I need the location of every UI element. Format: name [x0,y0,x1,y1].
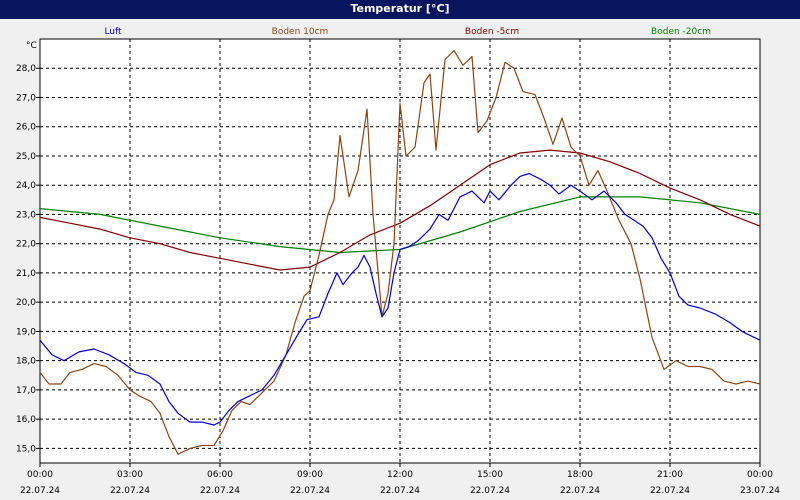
series-lines [39,50,761,455]
x-tick-date: 22.07.24 [380,486,420,496]
x-tick-date: 22.07.24 [20,486,60,496]
x-tick-time: 00:00 [747,470,773,480]
x-tick-date: 22.07.24 [470,486,510,496]
y-tick-label: 23,0 [16,210,36,220]
x-tick-date: 23.07.24 [740,486,780,496]
x-axis: 00:00 22.07.24 03:00 22.07.24 06:00 22.07.24 0… [20,463,780,496]
x-tick-time: 06:00 [207,470,233,480]
y-axis: 15,0 16,0 17,0 18,0 19,0 20,0 21,0 22,0 23,0 24,0… [16,64,40,454]
y-tick-label: 15,0 [16,444,36,454]
series-line-boden-10cm [39,50,761,455]
y-tick-label: 25,0 [16,152,36,162]
y-tick-label: 21,0 [16,269,36,279]
chart-title: Temperatur [°C] [0,0,800,19]
x-tick-time: 21:00 [657,470,683,480]
x-tick-date: 22.07.24 [290,486,330,496]
x-tick-time: 12:00 [387,470,413,480]
legend-entry: Boden 10cm [272,27,329,37]
legend-entry: Boden -5cm [465,27,519,37]
x-tick-date: 22.07.24 [650,486,690,496]
legend-entry: Boden -20cm [651,27,711,37]
x-tick-date: 22.07.24 [560,486,600,496]
x-tick-time: 00:00 [27,470,53,480]
legend: Luft Boden 10cm Boden -5cm Boden -20cm [104,27,711,37]
x-tick-time: 03:00 [117,470,143,480]
y-tick-label: 28,0 [16,64,36,74]
y-tick-label: 22,0 [16,240,36,250]
series-line-luft [39,172,761,426]
x-tick-time: 15:00 [477,470,503,480]
x-tick-time: 18:00 [567,470,593,480]
y-tick-label: 18,0 [16,357,36,367]
y-tick-label: 17,0 [16,386,36,396]
x-tick-date: 22.07.24 [110,486,150,496]
y-axis-unit: °C [26,41,37,51]
x-tick-time: 09:00 [297,470,323,480]
temperature-chart: 15,0 16,0 17,0 18,0 19,0 20,0 21,0 22,0 23,0 24,0… [16,27,780,496]
y-tick-label: 19,0 [16,327,36,337]
y-tick-label: 16,0 [16,415,36,425]
y-tick-label: 20,0 [16,298,36,308]
y-tick-label: 24,0 [16,181,36,191]
x-tick-date: 22.07.24 [200,486,240,496]
legend-entry: Luft [104,27,122,37]
y-tick-label: 27,0 [16,93,36,103]
grid-lines [40,39,760,463]
y-tick-label: 26,0 [16,123,36,133]
series-line-boden-5cm [39,149,761,271]
